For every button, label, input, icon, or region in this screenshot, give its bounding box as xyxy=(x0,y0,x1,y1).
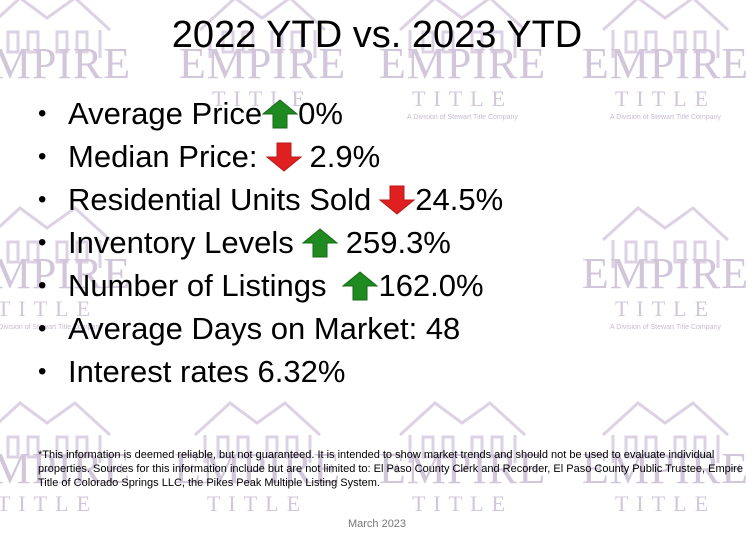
stat-value: 259.3% xyxy=(345,225,451,260)
down-arrow-icon xyxy=(379,185,416,215)
stats-list: • Average Price 0% • Median Price: 2.9% … xyxy=(38,92,503,393)
stat-value: 24.5% xyxy=(415,182,504,217)
house-icon xyxy=(0,0,112,58)
watermark-logo: EMPIRE xyxy=(0,0,135,145)
stat-label: Interest rates 6.32% xyxy=(68,354,346,389)
list-item: • Median Price: 2.9% xyxy=(38,135,503,178)
bullet-dot: • xyxy=(38,143,47,170)
stat-value: 0% xyxy=(298,96,343,131)
house-icon xyxy=(198,0,327,58)
watermark-logo: EMPIRE TITLE A Division of Stewart Title… xyxy=(0,200,135,355)
list-item: • Average Price 0% xyxy=(38,92,503,135)
list-item: • Interest rates 6.32% xyxy=(38,350,503,393)
stat-label: Average Price xyxy=(68,96,263,131)
watermark-logo: EMPIRE TITLE xyxy=(375,395,550,537)
house-icon xyxy=(398,0,527,58)
watermark-logo: EMPIRE TITLE xyxy=(170,395,345,537)
up-arrow-icon xyxy=(301,227,338,257)
bullet-dot: • xyxy=(38,229,47,256)
stat-label: Median Price: xyxy=(68,139,258,174)
stat-label: Residential Units Sold xyxy=(68,182,372,217)
stat-value: 2.9% xyxy=(309,139,381,174)
stat-label: Average Days on Market: 48 xyxy=(68,311,461,346)
slide-date: March 2023 xyxy=(347,518,407,530)
bullet-dot: • xyxy=(38,100,47,127)
slide-title: 2022 YTD vs. 2023 YTD xyxy=(171,14,583,56)
watermark-logo: EMPIRE TITLE A Division of Stewart Title… xyxy=(578,200,753,355)
house-icon xyxy=(601,206,730,268)
house-icon xyxy=(398,401,527,463)
watermark-logo: EMPIRE TITLE A Division of Stewart Title… xyxy=(375,0,550,145)
bullet-dot: • xyxy=(38,186,47,213)
up-arrow-icon xyxy=(262,98,299,128)
stat-value: 162.0% xyxy=(378,268,484,303)
disclaimer-footnote: *This information is deemed reliable, bu… xyxy=(38,449,743,489)
house-icon xyxy=(601,0,730,58)
list-item: • Inventory Levels 259.3% xyxy=(38,221,503,264)
bullet-dot: • xyxy=(38,272,47,299)
watermark-logo: EMPIRE TITLE xyxy=(0,395,135,537)
house-icon xyxy=(0,206,112,268)
list-item: • Number of Listings 162.0% xyxy=(38,264,503,307)
house-icon xyxy=(193,401,322,463)
stat-label: Inventory Levels xyxy=(68,225,294,260)
list-item: • Residential Units Sold 24.5% xyxy=(38,178,503,221)
stat-label: Number of Listings xyxy=(68,268,327,303)
bullet-dot: • xyxy=(38,315,47,342)
house-icon xyxy=(0,401,112,463)
list-item: • Average Days on Market: 48 xyxy=(38,307,503,350)
watermark-logo: EMPIRE TITLE A Division of Stewart Title… xyxy=(578,0,753,145)
down-arrow-icon xyxy=(265,142,302,172)
watermark-logo: EMPIRE TITLE xyxy=(578,395,753,537)
house-icon xyxy=(601,401,730,463)
bullet-dot: • xyxy=(38,358,47,385)
up-arrow-icon xyxy=(342,270,379,300)
